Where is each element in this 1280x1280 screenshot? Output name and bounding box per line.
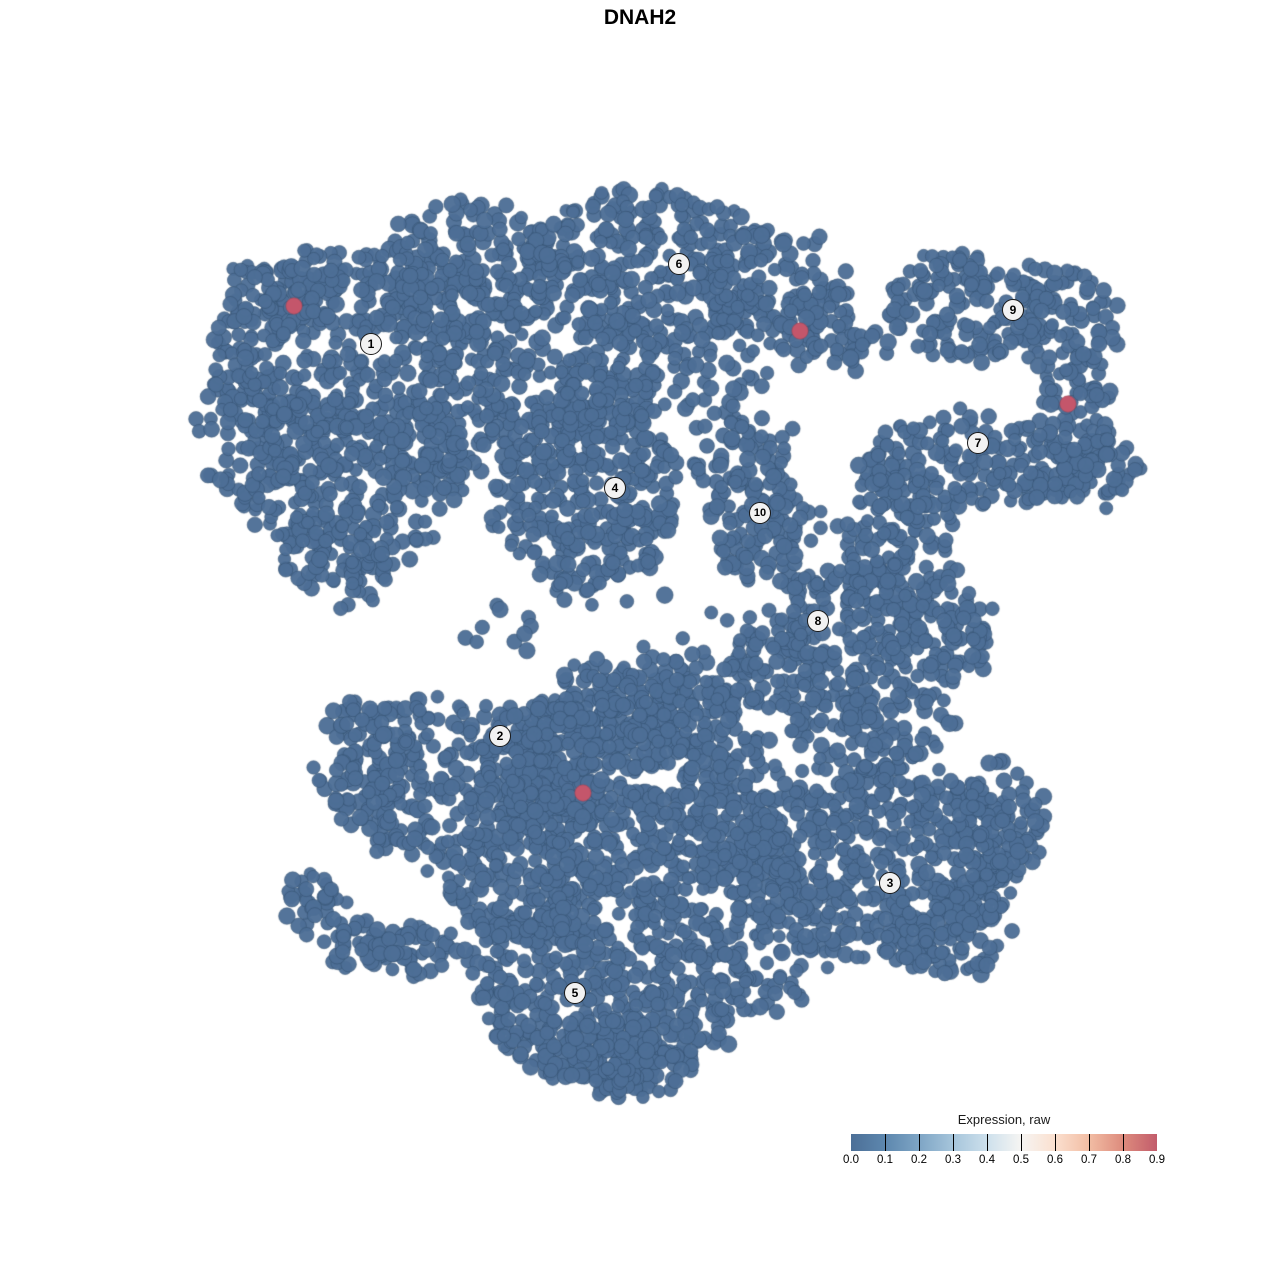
legend-tick-label: 0.9	[1149, 1154, 1165, 1166]
legend-tick-label: 0.2	[910, 1154, 927, 1166]
legend-tick-mark	[1055, 1134, 1056, 1151]
legend-tick-mark	[1089, 1134, 1090, 1151]
legend-tick-label: 0.4	[978, 1154, 995, 1166]
legend-tick-mark	[918, 1134, 920, 1151]
legend-tick-labels: 0.0 0.1 0.2 0.3 0.4 0.5 0.6 0.7 0.8 0.9	[843, 1154, 1165, 1170]
legend-tick-mark	[884, 1134, 886, 1151]
legend-tick-label: 0.7	[1081, 1154, 1097, 1166]
legend-tick-label: 0.0	[843, 1154, 859, 1166]
legend-tick-mark	[1021, 1134, 1022, 1151]
legend-title: Expression, raw	[957, 1112, 1051, 1127]
legend-tick-label: 0.1	[876, 1154, 893, 1166]
legend-tick-label: 0.6	[1047, 1154, 1063, 1166]
expression-legend: Expression, raw 0.0 0.1 0.2 0.3 0.4 0.5 0.6 0.7…	[843, 1112, 1165, 1170]
legend-tick-mark	[1122, 1134, 1124, 1151]
legend-tick-label: 0.3	[945, 1154, 961, 1166]
legend-tick-label: 0.8	[1114, 1154, 1131, 1166]
legend-tick-mark	[986, 1134, 988, 1151]
legend-tick-label: 0.5	[1013, 1154, 1029, 1166]
legend-gradient-bar	[851, 1134, 1157, 1151]
legend-tick-mark	[953, 1134, 954, 1151]
